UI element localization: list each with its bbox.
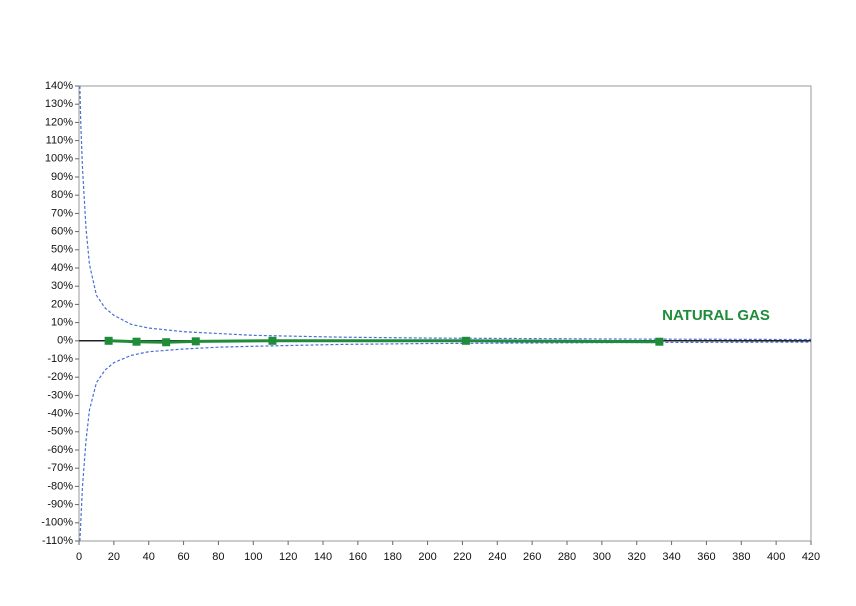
y-tick-label: -80% — [47, 480, 73, 492]
y-tick-label: -60% — [47, 444, 73, 456]
y-tick-label: -100% — [41, 517, 73, 529]
x-tick-label: 40 — [143, 551, 155, 563]
y-tick-label: 10% — [51, 317, 73, 329]
y-tick-label: -110% — [42, 535, 73, 547]
y-tick-label: 50% — [51, 244, 73, 256]
y-tick-label: 40% — [51, 262, 73, 274]
x-tick-label: 120 — [279, 551, 297, 563]
y-tick-label: -70% — [47, 462, 73, 474]
y-tick-label: 90% — [51, 171, 73, 183]
x-tick-label: 280 — [558, 551, 576, 563]
y-tick-label: -40% — [47, 408, 73, 420]
y-tick-label: 130% — [45, 98, 73, 110]
marker — [655, 337, 664, 346]
y-tick-label: 120% — [45, 116, 73, 128]
marker — [132, 337, 141, 346]
y-tick-label: 80% — [51, 189, 73, 201]
x-tick-label: 340 — [662, 551, 680, 563]
y-tick-label: 70% — [51, 207, 73, 219]
x-tick-label: 380 — [732, 551, 750, 563]
x-tick-label: 80 — [212, 551, 224, 563]
x-tick-label: 100 — [244, 551, 262, 563]
y-tick-label: -50% — [47, 426, 73, 438]
x-tick-label: 420 — [802, 551, 820, 563]
x-tick-label: 140 — [314, 551, 332, 563]
x-tick-label: 260 — [523, 551, 541, 563]
band-line — [79, 341, 812, 542]
x-tick-label: 160 — [349, 551, 367, 563]
x-tick-label: 220 — [453, 551, 471, 563]
x-tick-label: 240 — [488, 551, 506, 563]
plot-frame — [78, 85, 812, 542]
band-line — [79, 85, 812, 341]
marker — [461, 336, 470, 345]
marker — [104, 336, 113, 345]
x-tick-label: 300 — [593, 551, 611, 563]
marker — [162, 338, 171, 347]
y-tick-label: 60% — [51, 226, 73, 238]
y-tick-label: 0% — [57, 335, 73, 347]
x-tick-label: 60 — [177, 551, 189, 563]
x-tick-label: 0 — [76, 551, 82, 563]
x-tick-label: 200 — [418, 551, 436, 563]
marker — [191, 337, 200, 346]
x-tick-label: 400 — [767, 551, 785, 563]
x-tick-label: 20 — [108, 551, 120, 563]
y-tick-label: 100% — [45, 153, 73, 165]
x-tick-label: 320 — [628, 551, 646, 563]
y-tick-label: -20% — [47, 371, 73, 383]
y-tick-label: -10% — [47, 353, 73, 365]
series-label: NATURAL GAS — [662, 307, 770, 324]
y-tick-label: -30% — [47, 389, 73, 401]
y-tick-label: 140% — [45, 80, 73, 92]
marker — [268, 336, 277, 345]
y-tick-label: 30% — [51, 280, 73, 292]
x-tick-label: 180 — [384, 551, 402, 563]
y-tick-label: 20% — [51, 298, 73, 310]
x-tick-label: 360 — [697, 551, 715, 563]
y-tick-label: -90% — [47, 499, 73, 511]
series-line — [108, 339, 660, 344]
y-tick-label: 110% — [46, 135, 74, 147]
